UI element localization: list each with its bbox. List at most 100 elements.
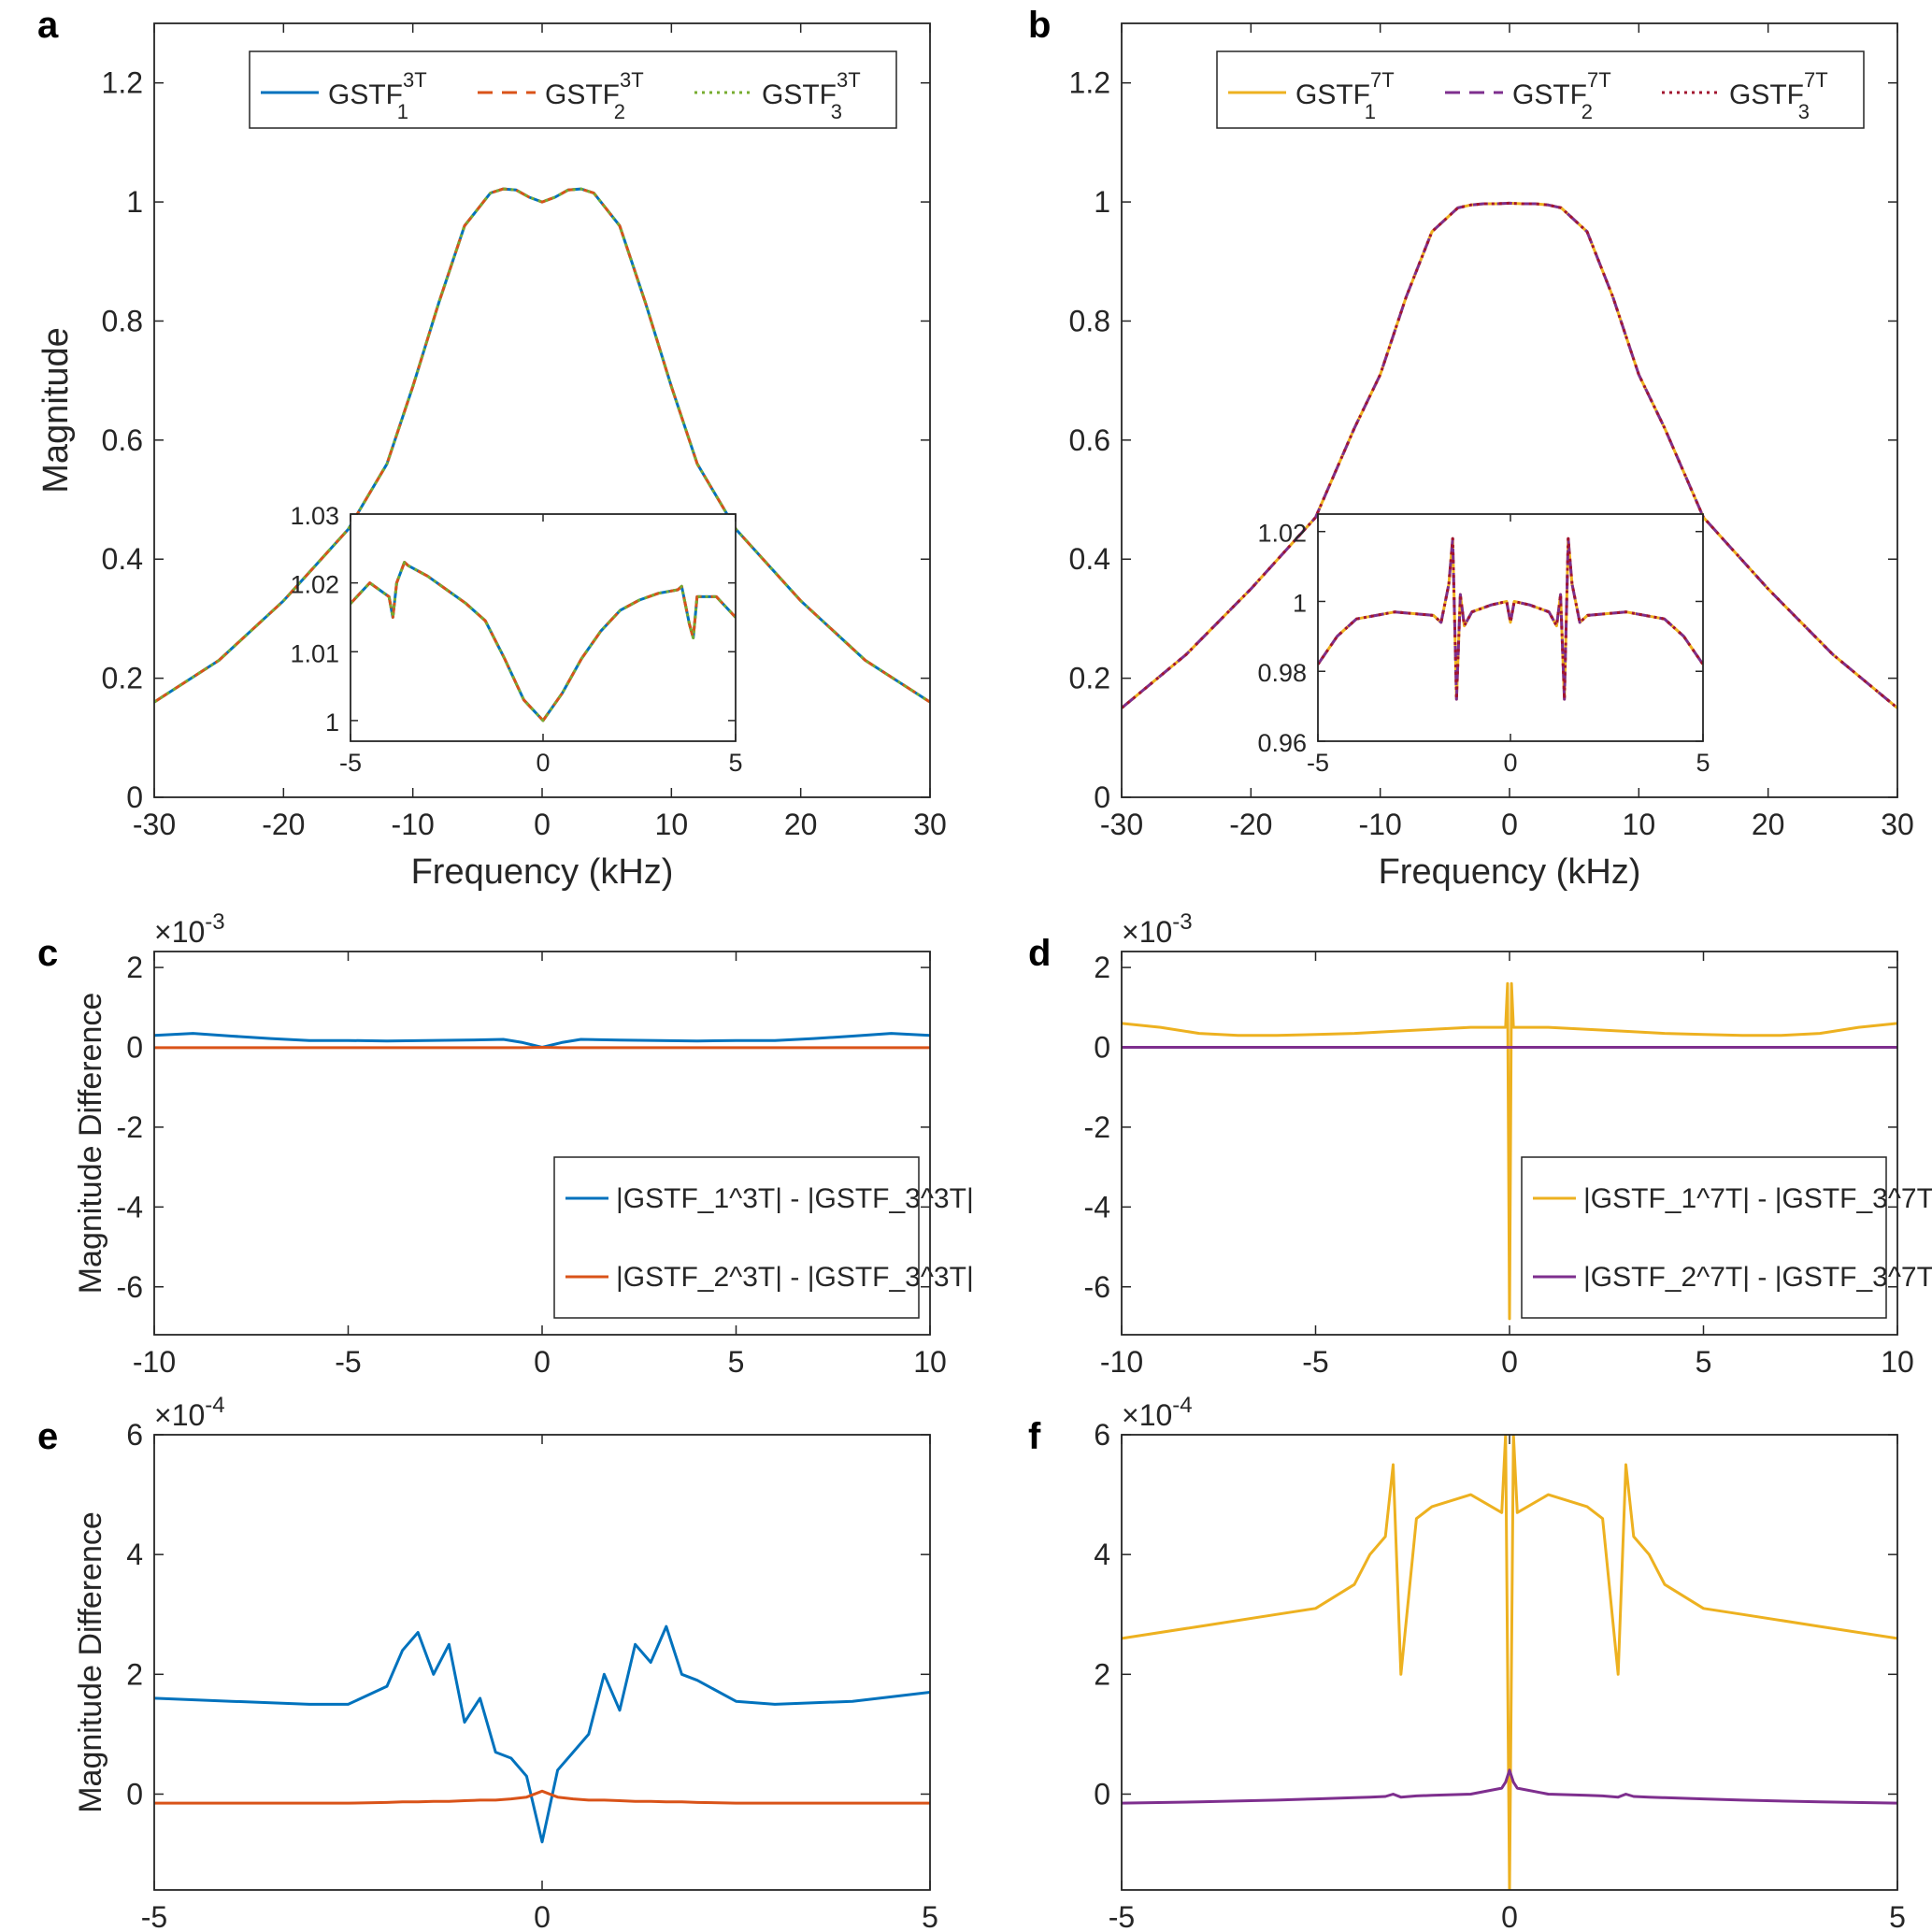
legend: |GSTF_1^7T| - |GSTF_3^7T| |GSTF_2^7T| - |…	[1521, 1156, 1932, 1319]
x-tick-label: -30	[133, 808, 176, 841]
x-tick-label: 30	[1881, 808, 1914, 841]
y-tick-label: 0.2	[1069, 662, 1110, 695]
y-tick-label: 6	[1094, 1418, 1110, 1452]
axes-frame	[1121, 951, 1898, 1336]
inset-axes: -5 0 5 0.96 0.98 1 1.02	[1257, 513, 1710, 777]
series-group	[1122, 1435, 1897, 1890]
x-tick-label: 5	[728, 749, 742, 777]
x-tick-label: -5	[1307, 749, 1329, 777]
y-tick-label: 6	[126, 1418, 143, 1452]
series-line-1	[1122, 981, 1897, 1321]
y-tick-label: 0.98	[1257, 659, 1307, 687]
legend-sup: 3T	[403, 68, 427, 92]
plot-area	[154, 1435, 930, 1890]
x-tick-label: -5	[339, 749, 362, 777]
x-tick-label: -10	[1359, 808, 1402, 841]
series-group	[154, 1624, 930, 1844]
x-tick-label: -10	[133, 1345, 176, 1379]
y-tick-label: -6	[117, 1270, 143, 1304]
y-tick-label: 1.01	[290, 639, 339, 667]
panel-b: -30 -20 -10 0 10 20 3000.20.40.60.811.2bFreque…	[1028, 5, 1914, 892]
panel-d: -10 -5 0 5 10 -6 -4 -2 0 2 d ×10-3 |GSTF_1^7T| - |GS…	[1028, 909, 1932, 1379]
axes-frame	[1121, 22, 1898, 798]
axes-frame	[1121, 1434, 1898, 1891]
y-tick-label: 2	[1094, 1657, 1110, 1691]
series-line-1	[154, 1624, 930, 1844]
y-tick-label: 4	[1094, 1538, 1110, 1571]
x-tick-label: 5	[1889, 1900, 1906, 1932]
x-tick-label: 0	[1501, 1900, 1518, 1932]
axis-exponent-power: -4	[205, 1393, 224, 1418]
y-tick-label: 0	[1094, 1777, 1110, 1810]
axis-exponent: ×10-4	[154, 1393, 225, 1432]
y-tick-label: 0.2	[102, 662, 143, 695]
series-line-2	[1122, 201, 1897, 709]
x-tick-label: -10	[1100, 1345, 1143, 1379]
y-tick-label: 0.4	[102, 542, 143, 576]
legend-sup: 7T	[1587, 68, 1611, 92]
y-tick-label: -4	[1084, 1190, 1110, 1224]
y-tick-label: 2	[1094, 951, 1110, 984]
series-line-3	[154, 187, 930, 704]
legend-sub: 2	[614, 100, 625, 123]
series-line-1	[1122, 1435, 1897, 1890]
x-tick-label: -20	[262, 808, 305, 841]
y-tick-label: 0	[1094, 780, 1110, 814]
axes-frame	[350, 513, 737, 742]
y-tick-label: 0	[126, 1031, 143, 1065]
x-tick-label: -5	[1302, 1345, 1328, 1379]
x-tick-label: 0	[1501, 1345, 1518, 1379]
y-tick-label: 0.8	[1069, 304, 1110, 337]
panel-f: -5050246fFrequency (kHz)×10-4	[1028, 1393, 1906, 1932]
y-axis-label: Magnitude	[36, 327, 76, 493]
legend-label: |GSTF_2^3T| - |GSTF_3^3T|	[616, 1262, 974, 1293]
legend-sup: 3T	[620, 68, 644, 92]
inset-series-line-3	[351, 561, 736, 723]
legend-label: |GSTF_2^7T| - |GSTF_3^7T|	[1583, 1262, 1932, 1293]
x-tick-label: 0	[534, 808, 551, 841]
axis-exponent-power: -3	[1172, 909, 1192, 935]
y-tick-label: 1.2	[1069, 66, 1110, 100]
y-tick-label: -4	[117, 1190, 143, 1224]
legend-box	[553, 1156, 920, 1319]
series-group	[154, 187, 930, 704]
legend-sub: 2	[1581, 100, 1593, 123]
legend-sub: 1	[397, 100, 408, 123]
legend-sub: 3	[1798, 100, 1810, 123]
y-tick-label: -2	[117, 1110, 143, 1144]
legend-sup: 3T	[837, 68, 861, 92]
y-tick-label: 1	[126, 185, 143, 219]
x-tick-label: -5	[141, 1900, 167, 1932]
legend-sup: 7T	[1804, 68, 1828, 92]
y-tick-label: 0.6	[1069, 423, 1110, 457]
x-tick-label: 0	[1501, 808, 1518, 841]
x-tick-label: -10	[392, 808, 435, 841]
y-tick-label: 0	[126, 1777, 143, 1810]
y-tick-label: 4	[126, 1538, 143, 1571]
panel-letter: e	[37, 1416, 58, 1457]
panel-a: -30 -20 -10 0 10 20 3000.20.40.60.811.2aFreque…	[36, 5, 947, 892]
legend-label: |GSTF_1^7T| - |GSTF_3^7T|	[1583, 1183, 1932, 1214]
x-axis-label: Frequency (kHz)	[411, 852, 674, 892]
y-tick-label: 0.6	[102, 423, 143, 457]
y-tick-label: 1.2	[102, 66, 143, 100]
panel-e: -5050246eFrequency (kHz)Magnitude Differ…	[37, 1393, 938, 1932]
series-group	[1122, 201, 1897, 709]
panel-c: -10 -5 0 5 10 -6 -4 -2 0 2 c Magnitude Difference ×1…	[37, 909, 974, 1379]
axis-exponent: ×10-3	[154, 909, 225, 949]
inset-series-line-3	[1318, 537, 1703, 701]
y-tick-label: -2	[1084, 1110, 1110, 1144]
y-tick-label: 1	[1094, 185, 1110, 219]
x-tick-label: 5	[1696, 749, 1710, 777]
x-tick-label: 0	[536, 749, 550, 777]
inset-plot-area	[351, 514, 736, 741]
axes-frame	[1317, 513, 1704, 742]
x-tick-label: 10	[913, 1345, 947, 1379]
series-line-3	[1122, 201, 1897, 709]
x-tick-label: 20	[1752, 808, 1785, 841]
legend-box	[249, 50, 897, 129]
x-tick-label: 30	[913, 808, 947, 841]
